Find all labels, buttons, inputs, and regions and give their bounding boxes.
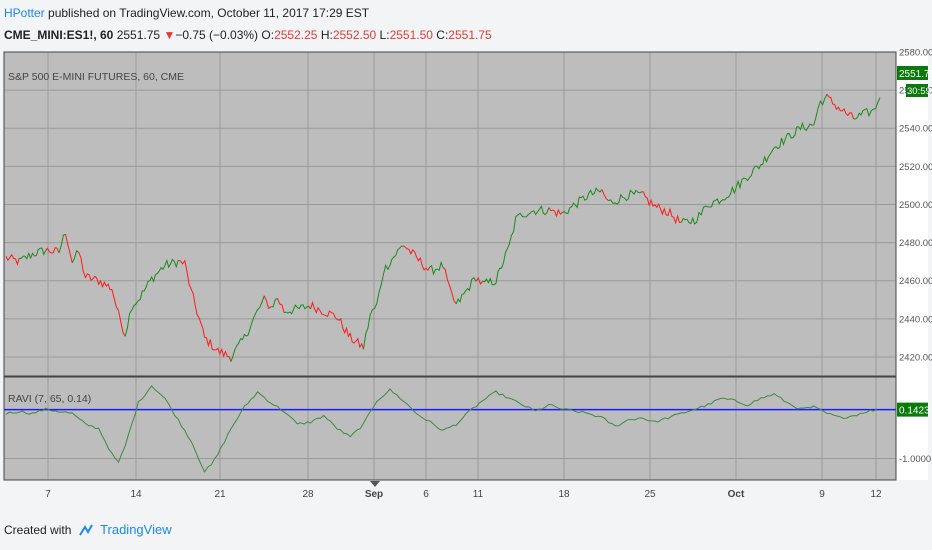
time-tick-label: 28 (302, 489, 314, 500)
price-change: −0.75 (−0.03%) (175, 28, 259, 42)
price-segment (178, 259, 232, 362)
time-tick-label: 25 (644, 489, 656, 500)
price-pane-title: S&P 500 E-MINI FUTURES, 60, CME (8, 71, 184, 83)
countdown-badge (906, 84, 928, 97)
ravi-level-badge-text: 0.1423 (899, 406, 930, 417)
price-tick-label: 2520.00 (899, 162, 932, 173)
price-tick-label: 2440.00 (899, 314, 932, 325)
low-label: L: (379, 28, 390, 42)
symbol-label: CME_MINI:ES1!, 60 (4, 28, 114, 42)
high-value: 2552.50 (332, 28, 377, 42)
price-segment (263, 295, 272, 310)
price-segment (482, 205, 550, 286)
price-segment (78, 252, 126, 337)
indicator-pane-background (4, 377, 896, 480)
ravi-pane-title: RAVI (7, 65, 0.14) (8, 393, 91, 405)
price-segment (310, 300, 364, 350)
price-tick-label: 2500.00 (899, 200, 932, 211)
price-segment (71, 249, 80, 264)
price-segment (19, 247, 47, 260)
down-arrow-icon: ▼ (163, 28, 176, 42)
price-pane-background (4, 52, 896, 376)
last-price-badge-text: 2551.75 (899, 69, 932, 80)
price-tick-label: 2420.00 (899, 352, 932, 363)
time-tick-label: 12 (870, 489, 882, 500)
countdown-badge-text: 30:59 (907, 86, 931, 97)
price-segment (429, 260, 444, 276)
price-segment (230, 295, 265, 362)
published-text: published on TradingView.com, October 11… (48, 6, 370, 20)
tradingview-logo-icon (78, 524, 95, 540)
price-segment (65, 234, 73, 263)
open-label: O: (261, 28, 275, 42)
price-segment (608, 189, 642, 205)
ravi-line (5, 385, 877, 473)
sep-marker-icon (370, 481, 380, 487)
tradingview-brand[interactable]: TradingView (100, 522, 172, 537)
price-segment (45, 246, 60, 254)
price-segment (403, 245, 431, 272)
price-segment (363, 245, 404, 350)
time-tick-label: 14 (130, 489, 142, 500)
low-value: 2551.50 (389, 28, 433, 42)
price-segment (277, 298, 285, 313)
price-segment (561, 187, 603, 215)
price-segment (58, 233, 66, 254)
price-segment (853, 97, 881, 120)
time-tick-label: 21 (214, 489, 226, 500)
price-tick-label: 2580.00 (899, 48, 932, 59)
time-tick-label: 6 (423, 489, 429, 500)
created-with-text: Created with (4, 523, 72, 537)
time-tick-label: 11 (473, 489, 484, 500)
price-segment (442, 267, 457, 305)
ravi-level-badge (897, 402, 928, 417)
time-tick-label: 7 (45, 489, 51, 500)
price-segment (283, 304, 312, 315)
price-segment (601, 189, 609, 201)
price-segment (641, 191, 682, 225)
high-label: H: (320, 28, 333, 42)
price-tick-label: 2480.00 (899, 238, 932, 249)
price-segment (826, 93, 854, 119)
symbol-info-line: CME_MINI:ES1!, 60 2551.75 ▼−0.75 (−0.03%… (4, 28, 492, 42)
footer: Created with TradingView (4, 522, 172, 540)
time-tick-label: Sep (365, 489, 383, 500)
price-segment (455, 276, 477, 305)
author-link[interactable]: HPotter (4, 6, 45, 20)
close-value: 2551.75 (448, 28, 492, 42)
time-axis-background (4, 481, 896, 509)
price-segment (475, 276, 484, 285)
publication-header: HPotter published on TradingView.com, Oc… (4, 6, 369, 20)
last-price-badge (897, 66, 928, 80)
price-series (5, 93, 881, 362)
ravi-tick-label: -1.0000 (899, 454, 931, 465)
time-tick-label: 18 (558, 489, 570, 500)
time-axis-ticks: 7 14 21 28 Sep 6 11 18 25 Oct 9 12 (45, 489, 882, 500)
time-tick-label: Oct (728, 489, 745, 500)
price-segment (548, 207, 563, 218)
price-segment (5, 253, 20, 266)
price-segment (270, 297, 278, 308)
price-segment (124, 258, 179, 337)
price-tick-label: 2540.00 (899, 124, 932, 135)
close-label: C: (436, 28, 449, 42)
price-tick-label: 2460.00 (899, 276, 932, 287)
time-tick-label: 9 (819, 489, 825, 500)
price-segment (680, 93, 828, 225)
open-value: 2552.25 (274, 28, 318, 42)
last-price: 2551.75 (116, 28, 161, 42)
